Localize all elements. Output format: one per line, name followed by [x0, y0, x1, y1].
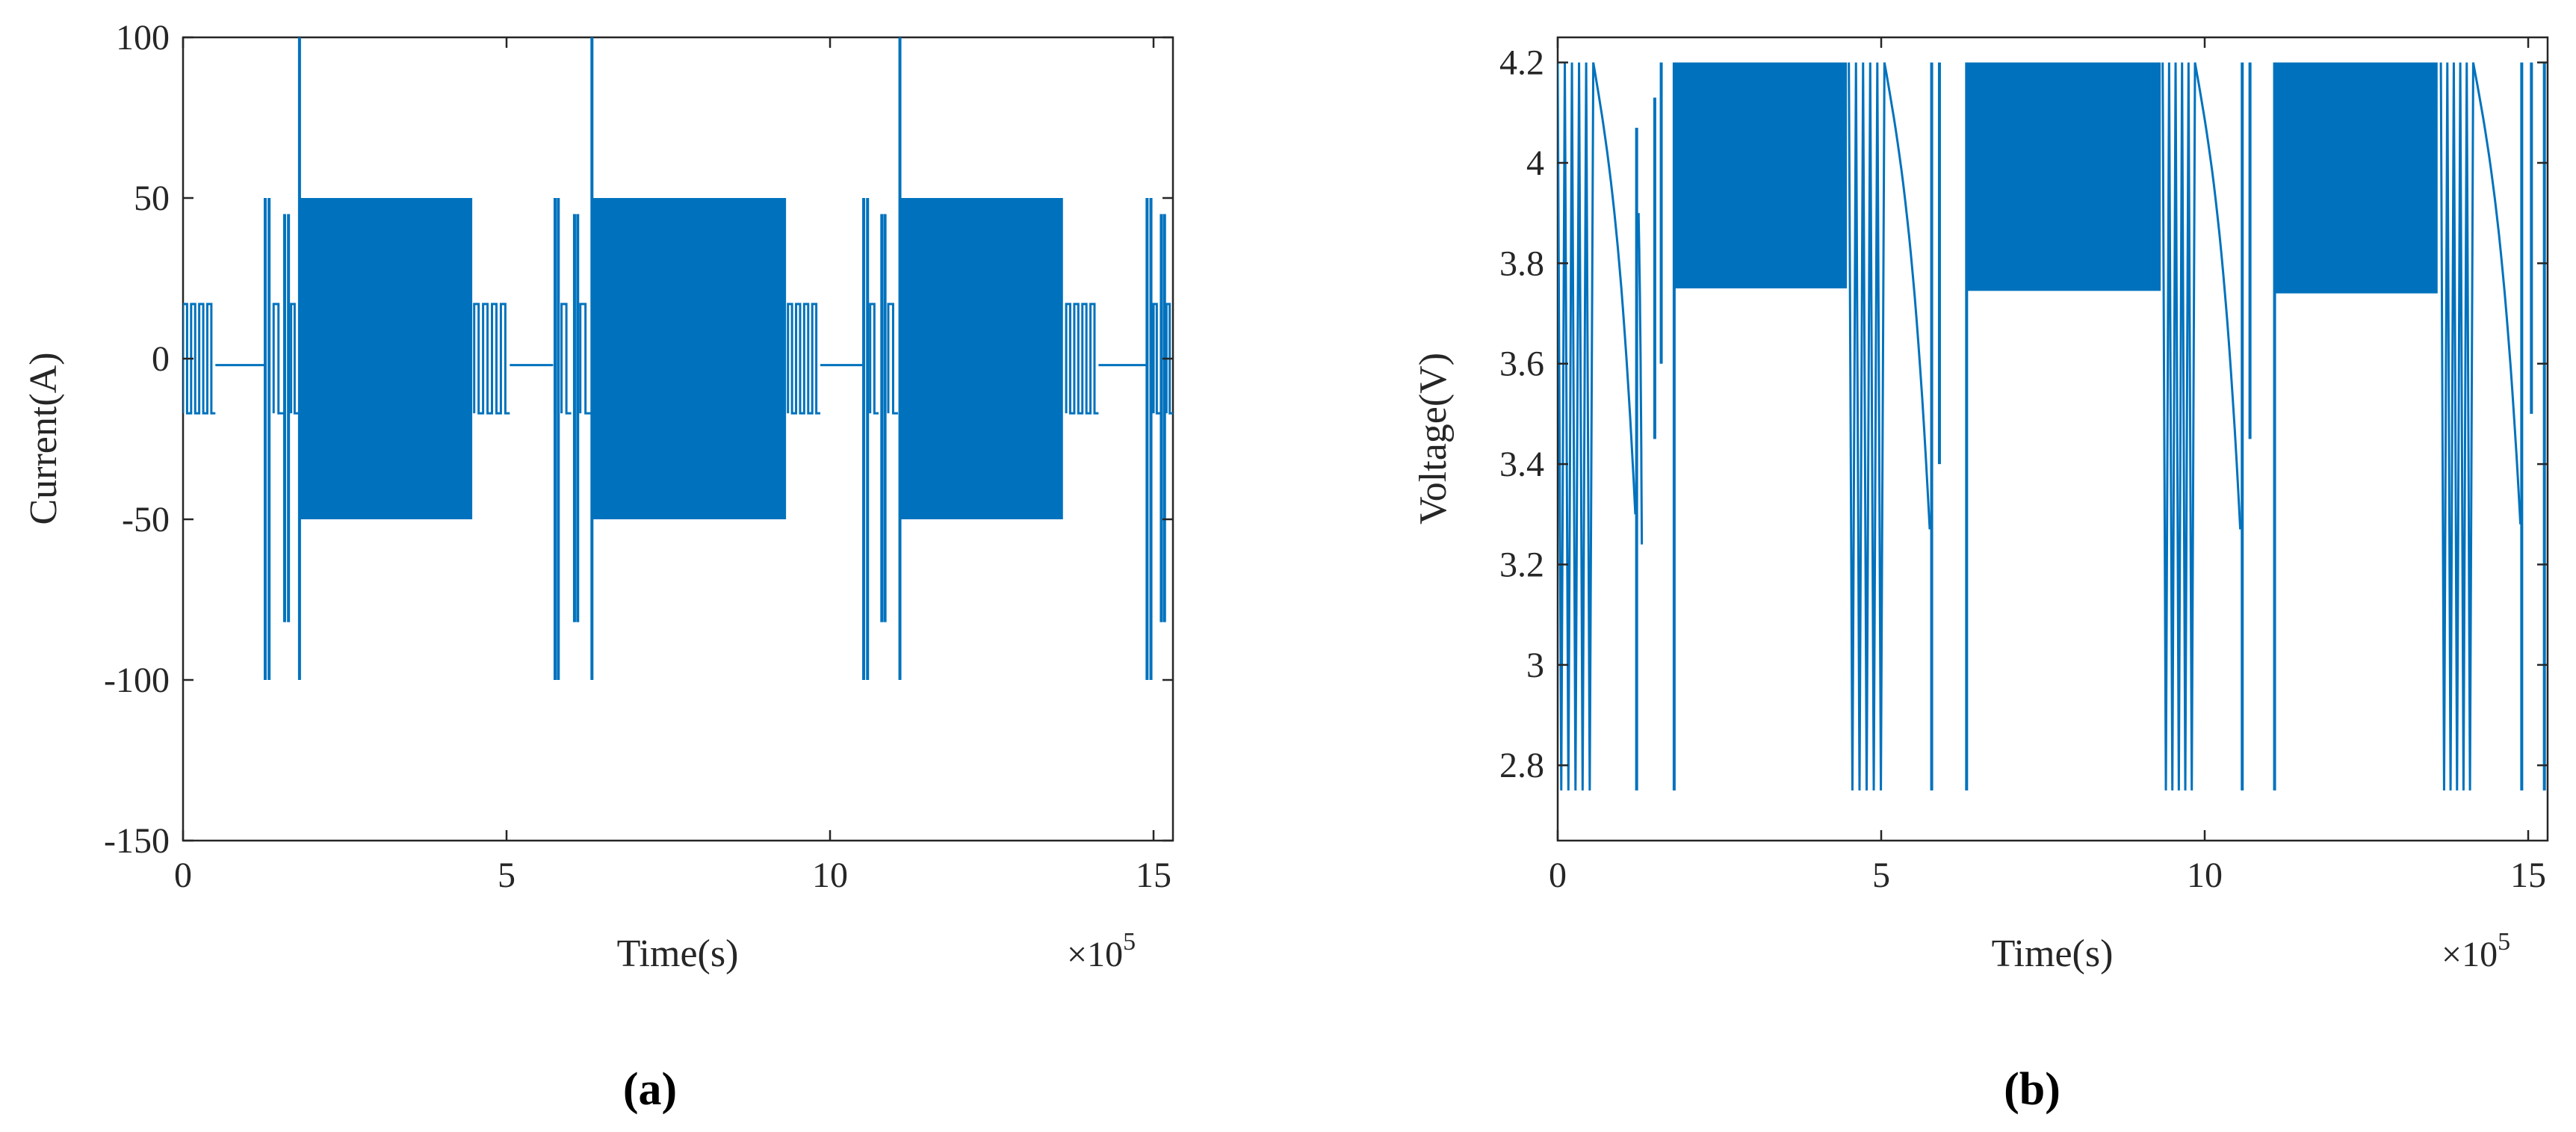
series-b-0-osc	[1558, 62, 1595, 791]
y-tick-label-b-6: 4	[1526, 143, 1544, 183]
x-multiplier-base-b: ×10	[2442, 935, 2498, 974]
y-tick-label-b-0: 2.8	[1499, 746, 1544, 785]
y-tick-label-a-5: 100	[116, 18, 170, 58]
series-a-29-band	[900, 198, 1063, 519]
y-tick-label-a-2: -50	[122, 500, 170, 539]
x-axis-label-b: Time(s)	[1992, 932, 2114, 975]
y-tick-label-b-5: 3.8	[1499, 244, 1544, 283]
x-tick-label-a-2: 10	[812, 856, 848, 895]
y-tick-label-b-1: 3	[1526, 646, 1544, 685]
plot-area-a	[183, 37, 1173, 680]
series-a-19-band	[592, 198, 787, 519]
series-b-15-decay	[2193, 62, 2242, 530]
panel-label-a: (a)	[623, 1064, 677, 1115]
x-multiplier-exp-b: 5	[2498, 928, 2510, 956]
series-a-17-pulses	[579, 303, 591, 415]
panel-label-b: (b)	[2004, 1064, 2061, 1115]
series-b-19-band	[2274, 62, 2438, 294]
x-multiplier-a: ×105	[1067, 928, 1136, 974]
series-a-10-pulses	[473, 303, 510, 415]
y-tick-label-b-7: 4.2	[1499, 43, 1544, 83]
series-a-24-pulses	[869, 303, 879, 415]
y-tick-label-a-3: 0	[152, 339, 170, 379]
ticks-a: 0 5 10 15 -150 -100 -50 0 50 100	[104, 18, 1173, 895]
series-a-0-pulses	[183, 303, 216, 415]
x-multiplier-exp-a: 5	[1123, 928, 1136, 956]
series-b-9-decay	[1883, 62, 1931, 530]
series-a-9-band	[299, 198, 473, 519]
y-tick-label-b-4: 3.6	[1499, 344, 1544, 384]
series-b-20-osc	[2439, 62, 2474, 791]
y-axis-label-a: Current(A)	[22, 352, 65, 525]
chart-panel-a: 0 5 10 15 -150 -100 -50 0 50 100 Time(s) Current(…	[22, 18, 1174, 1115]
y-tick-label-b-2: 3.2	[1499, 545, 1544, 584]
x-multiplier-base-a: ×10	[1067, 935, 1123, 974]
series-b-7-band	[1674, 62, 1848, 288]
series-a-37-pulses	[1165, 303, 1173, 415]
series-a-7-pulses	[290, 303, 299, 415]
y-axis-label-b: Voltage(V)	[1412, 353, 1455, 525]
series-b-1-decay	[1592, 62, 1637, 515]
x-multiplier-b: ×105	[2442, 928, 2510, 974]
chart-panel-b: 0 5 10 15 2.8 3 3.2 3.4 3.6 3.8 4 4.2 Time(s) Volta…	[1412, 36, 2549, 1115]
plot-area-b	[1558, 62, 2546, 791]
x-tick-label-b-2: 10	[2187, 856, 2223, 895]
y-tick-label-b-3: 3.4	[1499, 445, 1544, 484]
series-a-34-pulses	[1152, 303, 1160, 415]
series-a-30-pulses	[1065, 303, 1099, 415]
x-tick-label-a-0: 0	[174, 856, 192, 895]
series-a-14-pulses	[560, 303, 572, 415]
series-b-8-osc	[1848, 62, 1886, 791]
y-tick-label-a-0: -150	[104, 821, 170, 861]
series-b-14-osc	[2161, 62, 2196, 791]
x-tick-label-b-3: 15	[2510, 856, 2546, 895]
x-axis-label-a: Time(s)	[617, 932, 739, 975]
ticks-b: 0 5 10 15 2.8 3 3.2 3.4 3.6 3.8 4 4.2	[1499, 37, 2548, 895]
series-a-4-pulses	[272, 303, 284, 415]
x-tick-label-b-1: 5	[1872, 856, 1890, 895]
x-tick-label-a-3: 15	[1136, 856, 1171, 895]
series-b-3-decay	[1637, 213, 1644, 545]
series-a-27-pulses	[887, 303, 898, 415]
x-tick-label-a-1: 5	[498, 856, 515, 895]
x-tick-label-b-0: 0	[1549, 856, 1567, 895]
series-b-13-band	[1966, 62, 2161, 291]
y-tick-label-a-4: 50	[134, 179, 170, 218]
series-b-21-decay	[2471, 62, 2522, 525]
series-a-20-pulses	[787, 303, 821, 415]
y-tick-label-a-1: -100	[104, 661, 170, 700]
